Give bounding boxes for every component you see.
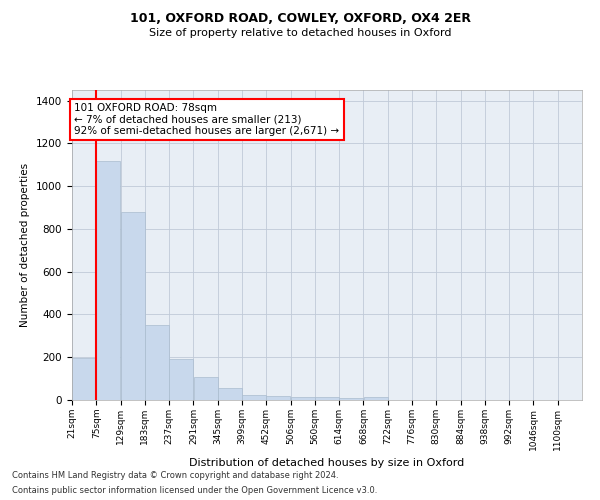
Bar	[242, 395, 266, 400]
Bar	[72, 358, 96, 400]
X-axis label: Distribution of detached houses by size in Oxford: Distribution of detached houses by size …	[190, 458, 464, 468]
Bar	[97, 160, 121, 400]
Bar	[364, 398, 388, 400]
Text: Size of property relative to detached houses in Oxford: Size of property relative to detached ho…	[149, 28, 451, 38]
Bar	[194, 377, 218, 400]
Bar	[169, 360, 193, 400]
Text: 101 OXFORD ROAD: 78sqm
← 7% of detached houses are smaller (213)
92% of semi-det: 101 OXFORD ROAD: 78sqm ← 7% of detached …	[74, 103, 340, 136]
Y-axis label: Number of detached properties: Number of detached properties	[20, 163, 31, 327]
Bar	[266, 396, 290, 400]
Bar	[290, 397, 315, 400]
Bar	[339, 398, 364, 400]
Bar	[218, 388, 242, 400]
Bar	[315, 398, 339, 400]
Bar	[121, 212, 145, 400]
Bar	[145, 325, 169, 400]
Text: Contains public sector information licensed under the Open Government Licence v3: Contains public sector information licen…	[12, 486, 377, 495]
Text: Contains HM Land Registry data © Crown copyright and database right 2024.: Contains HM Land Registry data © Crown c…	[12, 471, 338, 480]
Text: 101, OXFORD ROAD, COWLEY, OXFORD, OX4 2ER: 101, OXFORD ROAD, COWLEY, OXFORD, OX4 2E…	[130, 12, 470, 26]
